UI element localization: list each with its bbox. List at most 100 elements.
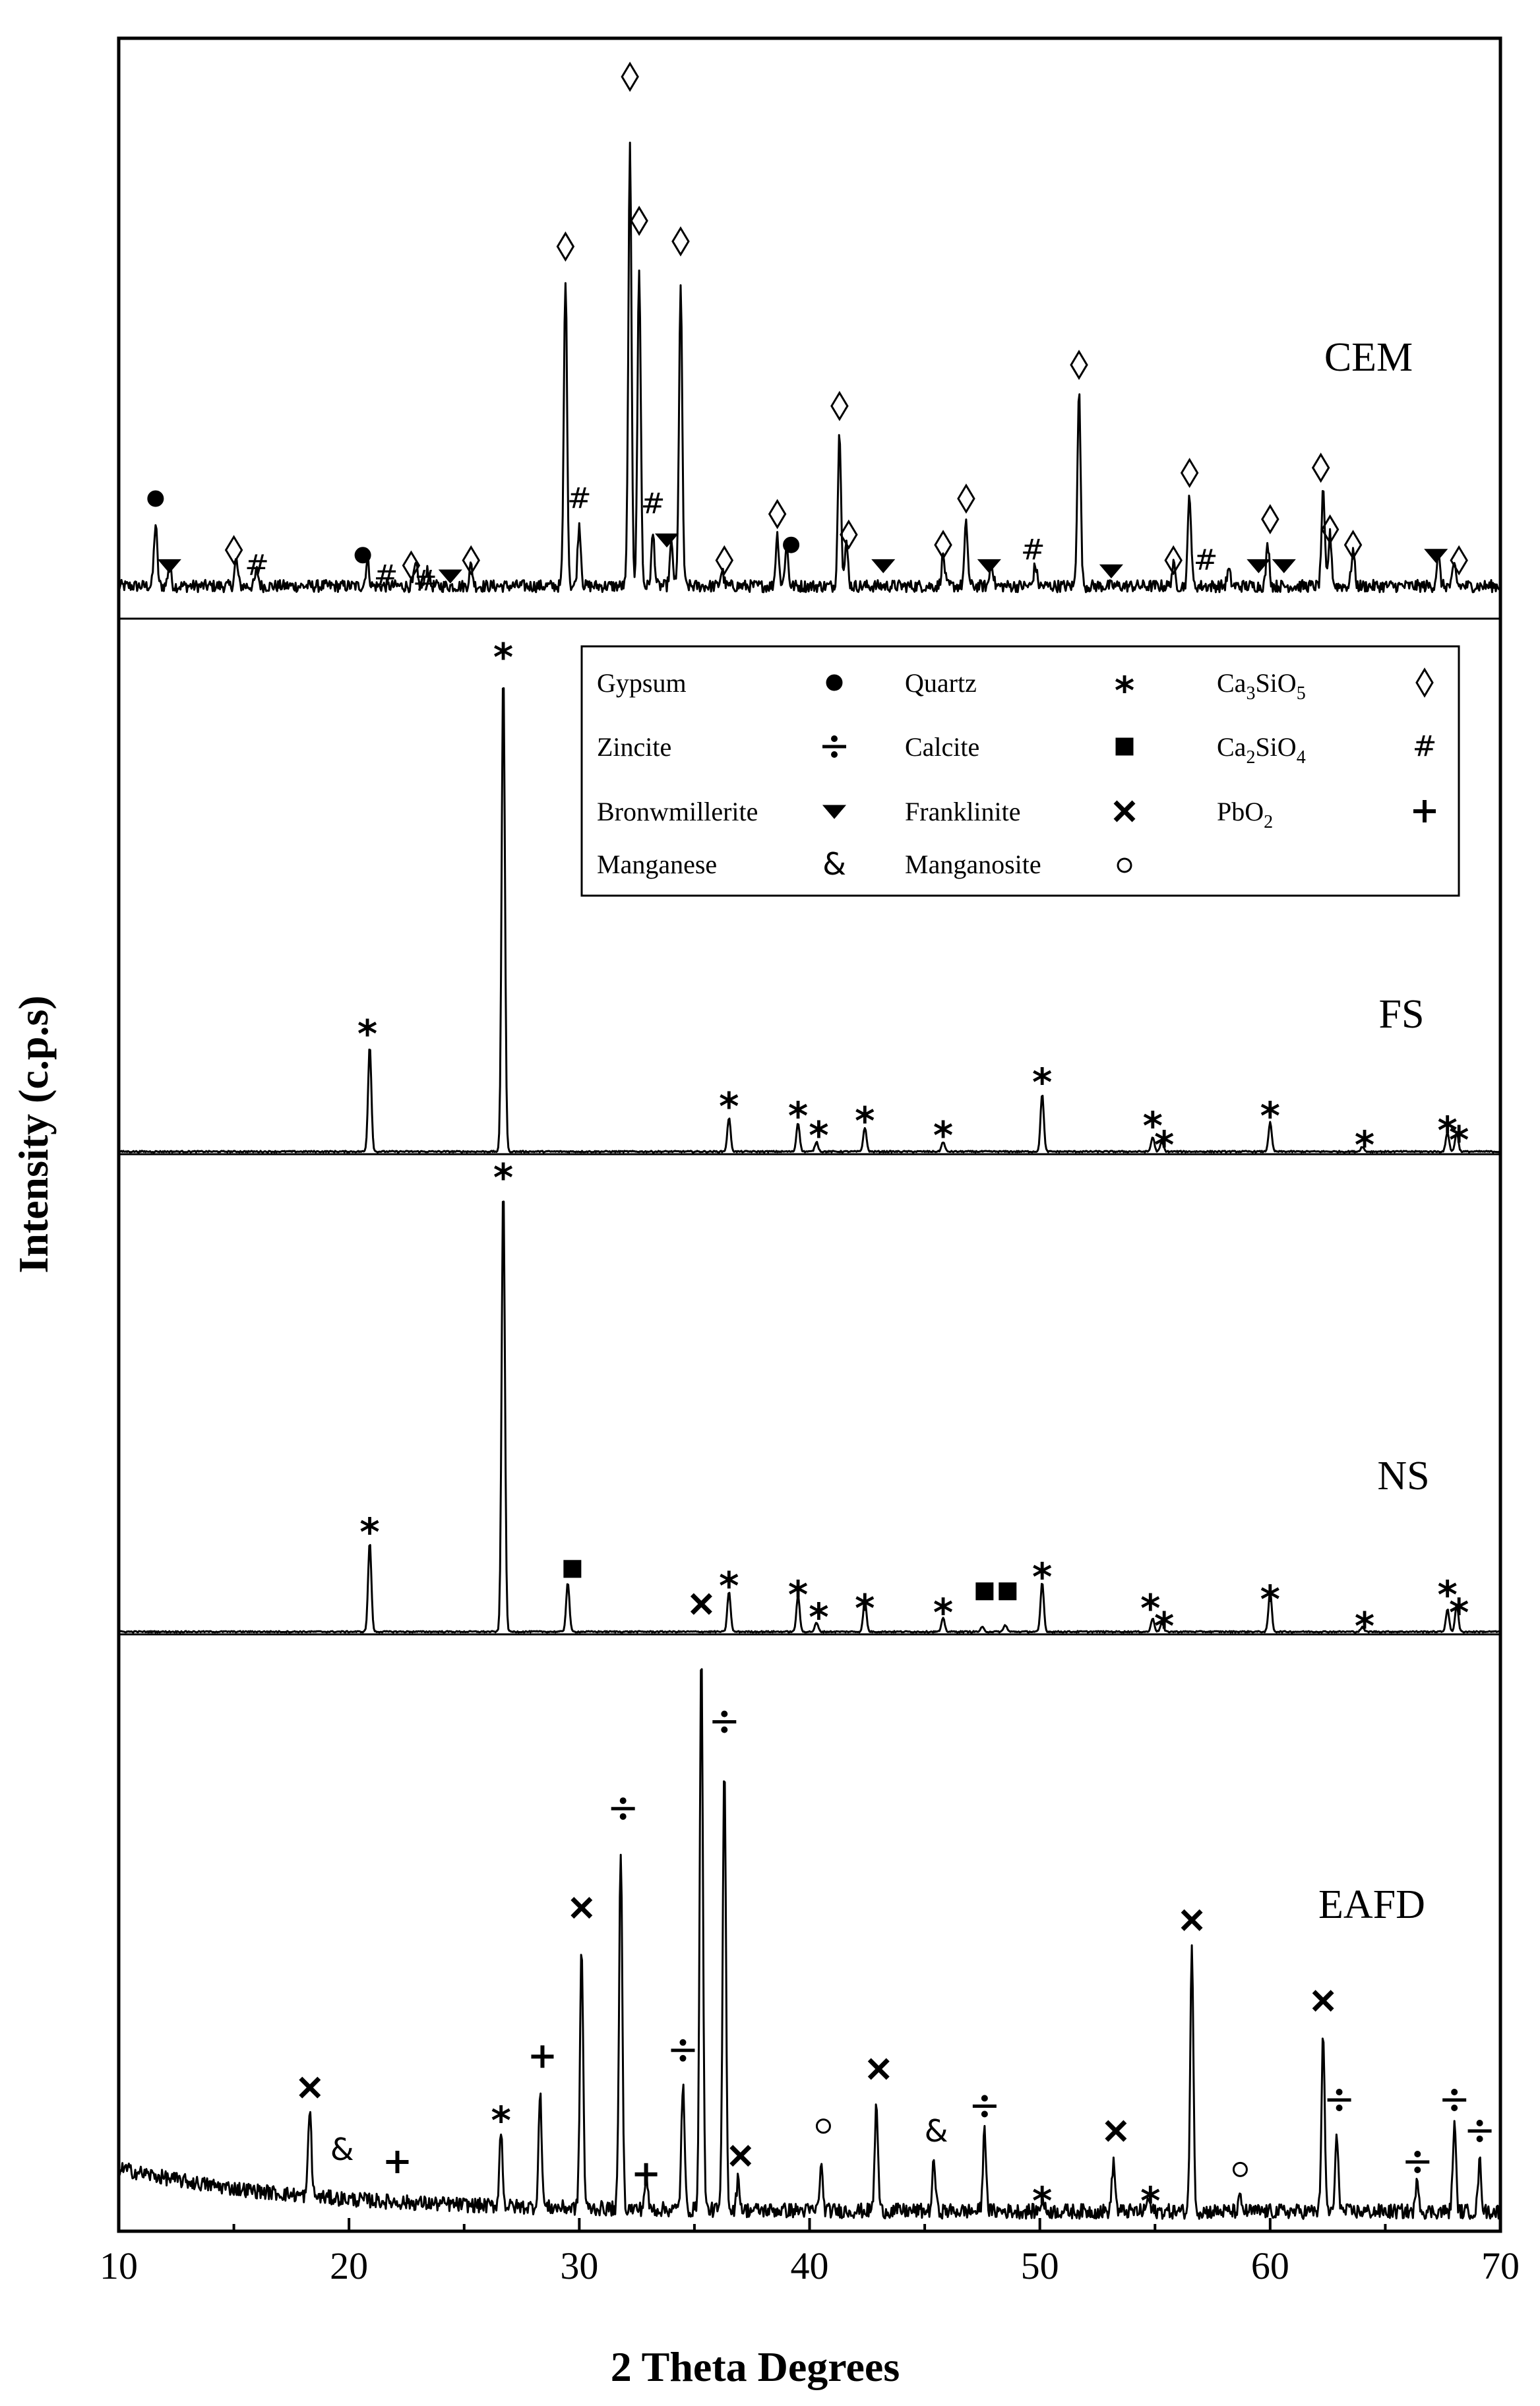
marker-cem-ca3sio5-21	[840, 519, 858, 550]
svg-text:#: #	[1194, 543, 1218, 577]
legend-label-zincite: Zincite	[597, 732, 671, 762]
marker-fs-quartz-4: *	[809, 1113, 828, 1157]
marker-cem-ca2sio4-11: #	[567, 482, 592, 516]
legend-symbol-quartz: *	[1115, 668, 1134, 713]
marker-cem-ca3sio5-23	[934, 530, 952, 561]
marker-cem-ca3sio5-17	[715, 545, 734, 576]
svg-text:*: *	[1154, 1123, 1174, 1167]
marker-ns-quartz-3: *	[719, 1563, 739, 1608]
marker-cem-ca3sio5-31	[1180, 458, 1199, 488]
svg-text:*: *	[1449, 1118, 1469, 1163]
legend-symbol-pbo2	[1413, 800, 1436, 822]
marker-ns-quartz-11: *	[1140, 1586, 1160, 1630]
marker-cem-bronwmillerite-8	[438, 569, 462, 584]
svg-text:*: *	[1449, 1590, 1469, 1635]
marker-eafd-quartz-18: *	[1140, 2178, 1160, 2223]
marker-fs-quartz-0: *	[357, 1012, 377, 1057]
pattern-line-fs	[118, 687, 1501, 1154]
marker-fs-quartz-8: *	[1143, 1103, 1163, 1148]
marker-cem-ca3sio5-12	[621, 61, 639, 92]
legend-label-bronwmillerite: Bronwmillerite	[597, 797, 758, 826]
marker-ns-quartz-1: *	[493, 1156, 513, 1200]
legend-label-manganese: Manganese	[597, 849, 717, 879]
svg-text:*: *	[1140, 1586, 1160, 1630]
marker-ns-quartz-16: *	[1449, 1590, 1469, 1635]
svg-text:*: *	[1032, 2178, 1052, 2223]
marker-cem-ca2sio4-5: #	[374, 559, 398, 593]
marker-eafd-zincite-25	[1467, 2120, 1492, 2142]
marker-cem-ca3sio5-39	[1450, 545, 1468, 576]
marker-eafd-franklinite-17	[1105, 2120, 1127, 2142]
pattern-line-ns	[118, 1200, 1501, 1634]
svg-text:&: &	[925, 2113, 948, 2149]
svg-text:&: &	[330, 2132, 354, 2167]
svg-text:*: *	[357, 1012, 377, 1057]
marker-fs-quartz-13: *	[1449, 1118, 1469, 1163]
marker-cem-ca3sio5-35	[1311, 452, 1330, 483]
marker-cem-bronwmillerite-1	[157, 559, 181, 574]
svg-text:*: *	[933, 1113, 953, 1157]
marker-cem-ca3sio5-24	[957, 483, 975, 514]
marker-fs-quartz-1: *	[493, 635, 513, 680]
svg-text:*: *	[1355, 1604, 1374, 1649]
svg-text:*: *	[719, 1563, 739, 1608]
marker-cem-bronwmillerite-32	[1247, 559, 1271, 574]
marker-eafd-pbo2-4	[531, 2045, 554, 2068]
marker-fs-quartz-10: *	[1260, 1094, 1280, 1138]
marker-eafd-quartz-3: *	[491, 2098, 510, 2143]
marker-eafd-zincite-24	[1442, 2089, 1467, 2111]
legend-symbol-franklinite	[1113, 800, 1136, 822]
svg-text:*: *	[855, 1586, 875, 1630]
marker-ns-quartz-7: *	[933, 1590, 953, 1635]
pattern-line-eafd	[117, 1668, 1502, 2220]
marker-cem-bronwmillerite-22	[871, 559, 896, 574]
svg-text:*: *	[1140, 2178, 1160, 2223]
marker-cem-bronwmillerite-15	[654, 533, 679, 548]
x-tick-label-60: 60	[1251, 2244, 1289, 2287]
svg-text:*: *	[855, 1098, 875, 1143]
sample-label-ns: NS	[1377, 1454, 1429, 1498]
marker-cem-ca3sio5-2	[224, 535, 243, 565]
legend-symbol-calcite	[1115, 737, 1134, 756]
legend-symbol-gypsum	[826, 674, 843, 691]
marker-cem-ca3sio5-29	[1164, 545, 1183, 576]
sample-label-fs: FS	[1379, 992, 1425, 1037]
svg-text:*: *	[1143, 1103, 1163, 1148]
marker-eafd-franklinite-11	[729, 2145, 752, 2167]
marker-cem-ca3sio5-27	[1070, 350, 1088, 381]
marker-eafd-pbo2-7	[634, 2163, 658, 2186]
marker-eafd-zincite-23	[1405, 2151, 1430, 2173]
marker-ns-quartz-6: *	[855, 1586, 875, 1630]
svg-text:*: *	[1438, 1108, 1458, 1153]
svg-text:*: *	[1115, 668, 1134, 713]
marker-eafd-manganosite-12	[815, 2118, 831, 2134]
marker-ns-quartz-13: *	[1260, 1577, 1280, 1622]
marker-eafd-franklinite-5	[570, 1897, 593, 1919]
svg-text:*: *	[719, 1084, 739, 1128]
svg-text:*: *	[1032, 1060, 1052, 1105]
marker-ns-calcite-9	[999, 1582, 1017, 1601]
marker-fs-quartz-6: *	[933, 1113, 953, 1157]
marker-eafd-zincite-8	[671, 2039, 695, 2062]
marker-cem-ca3sio5-16	[671, 226, 690, 257]
x-axis-title: 2 Theta Degrees	[611, 2343, 900, 2390]
marker-cem-ca3sio5-10	[556, 231, 575, 262]
x-tick-label-40: 40	[791, 2244, 829, 2287]
svg-text:#: #	[245, 549, 269, 582]
marker-cem-ca2sio4-14: #	[641, 487, 665, 520]
svg-text:*: *	[1260, 1094, 1280, 1138]
marker-ns-quartz-15: *	[1438, 1572, 1458, 1617]
marker-cem-ca2sio4-7: #	[413, 564, 437, 598]
marker-cem-bronwmillerite-38	[1424, 549, 1448, 563]
marker-cem-ca3sio5-18	[768, 499, 787, 530]
marker-ns-quartz-14: *	[1355, 1604, 1374, 1649]
marker-cem-ca3sio5-9	[462, 545, 480, 576]
legend-label-manganosite: Manganosite	[905, 849, 1041, 879]
marker-cem-ca3sio5-6	[402, 550, 421, 581]
marker-eafd-franklinite-0	[299, 2076, 321, 2099]
legend-symbol-manganese: &	[822, 846, 846, 882]
x-tick-label-70: 70	[1481, 2244, 1520, 2287]
legend-box	[580, 645, 1460, 897]
